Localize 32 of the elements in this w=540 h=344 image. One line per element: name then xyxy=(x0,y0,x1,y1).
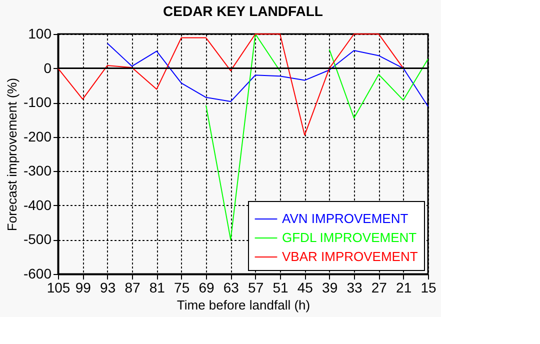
x-tick-label: 57 xyxy=(248,280,264,296)
y-tick-label: -400 xyxy=(23,196,52,213)
x-tick-label: 63 xyxy=(223,280,240,296)
y-axis-title: Forecast improvement (%) xyxy=(4,78,20,232)
x-tick-label: 15 xyxy=(420,280,436,296)
legend-label: GFDL IMPROVEMENT xyxy=(282,230,417,245)
line-series xyxy=(106,42,428,107)
x-tick-label: 27 xyxy=(371,280,388,296)
y-tick-label: -500 xyxy=(23,231,52,248)
x-axis-title: Time before landfall (h) xyxy=(176,298,310,312)
line-series xyxy=(58,34,404,136)
x-tick-label: 21 xyxy=(396,280,412,296)
x-tick-label: 39 xyxy=(322,280,338,296)
x-tick-label: 99 xyxy=(75,280,92,296)
y-tick-label: 0 xyxy=(44,60,52,76)
legend-label: AVN IMPROVEMENT xyxy=(282,211,408,226)
legend-label: VBAR IMPROVEMENT xyxy=(282,249,418,264)
y-tick-label: -600 xyxy=(23,266,52,282)
x-tick-label: 45 xyxy=(297,280,314,296)
x-tick-label: 81 xyxy=(149,280,166,296)
y-tick-label: -300 xyxy=(23,162,52,179)
x-tick-label: 51 xyxy=(272,280,288,296)
chart-title: CEDAR KEY LANDFALL xyxy=(163,3,324,19)
x-tick-label: 75 xyxy=(174,280,190,296)
y-tick-label: -200 xyxy=(23,128,52,144)
x-tick-label: 105 xyxy=(46,280,70,296)
y-tick-label: 100 xyxy=(28,26,52,42)
y-tick-label: -100 xyxy=(23,94,52,110)
x-tick-label: 69 xyxy=(198,280,214,296)
x-tick-label: 33 xyxy=(346,280,362,296)
x-tick-label: 87 xyxy=(124,280,140,296)
x-tick-label: 93 xyxy=(100,280,116,296)
